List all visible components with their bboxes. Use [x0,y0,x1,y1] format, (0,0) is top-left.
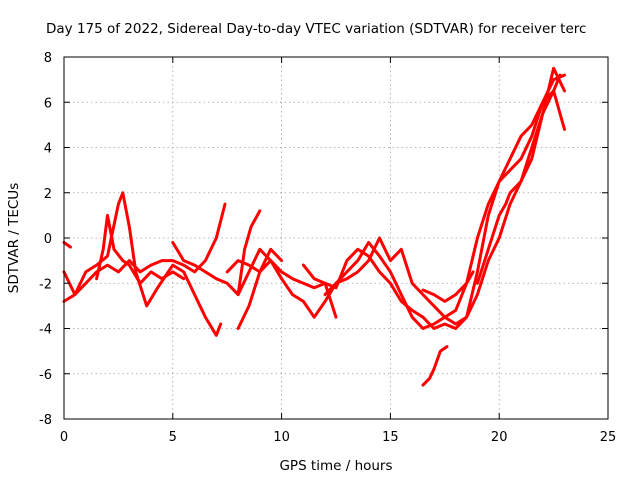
y-tick-label: 4 [44,142,52,157]
x-tick-label: 0 [60,430,68,445]
series-trace-7 [236,247,284,330]
series-trace-3 [62,241,72,249]
y-tick-label: 0 [44,232,52,247]
y-tick-label: 2 [44,187,52,202]
x-tick-label: 15 [382,430,399,445]
series-trace-2 [62,202,227,303]
series-trace-8 [236,209,262,297]
series-trace-1 [62,191,223,337]
x-tick-label: 10 [273,430,290,445]
series-trace-10 [323,89,566,319]
ticks: 0 5 10 15 20 25 -8 -6 -4 -2 0 2 4 6 8 [39,51,616,445]
y-tick-label: -6 [39,368,52,383]
series-trace-4 [95,213,186,285]
x-tick-label: 25 [600,430,617,445]
series-trace-6 [225,66,566,330]
series-trace-9 [301,73,566,330]
x-tick-label: 5 [169,430,177,445]
y-tick-label: 6 [44,96,52,111]
series-trace-5 [171,241,338,319]
y-tick-label: -2 [39,277,52,292]
series-trace-12 [421,270,475,303]
y-tick-label: 8 [44,51,52,66]
y-tick-label: -4 [39,323,52,338]
y-tick-label: -8 [39,413,52,428]
series-group [62,66,566,387]
series-trace-13 [475,73,562,285]
x-axis-label: GPS time / hours [279,458,392,474]
series-trace-11 [421,345,449,387]
y-axis-label: SDTVAR / TECUs [6,183,22,293]
grid [64,57,608,419]
x-tick-label: 20 [491,430,508,445]
chart-title: Day 175 of 2022, Sidereal Day-to-day VTE… [46,21,586,37]
